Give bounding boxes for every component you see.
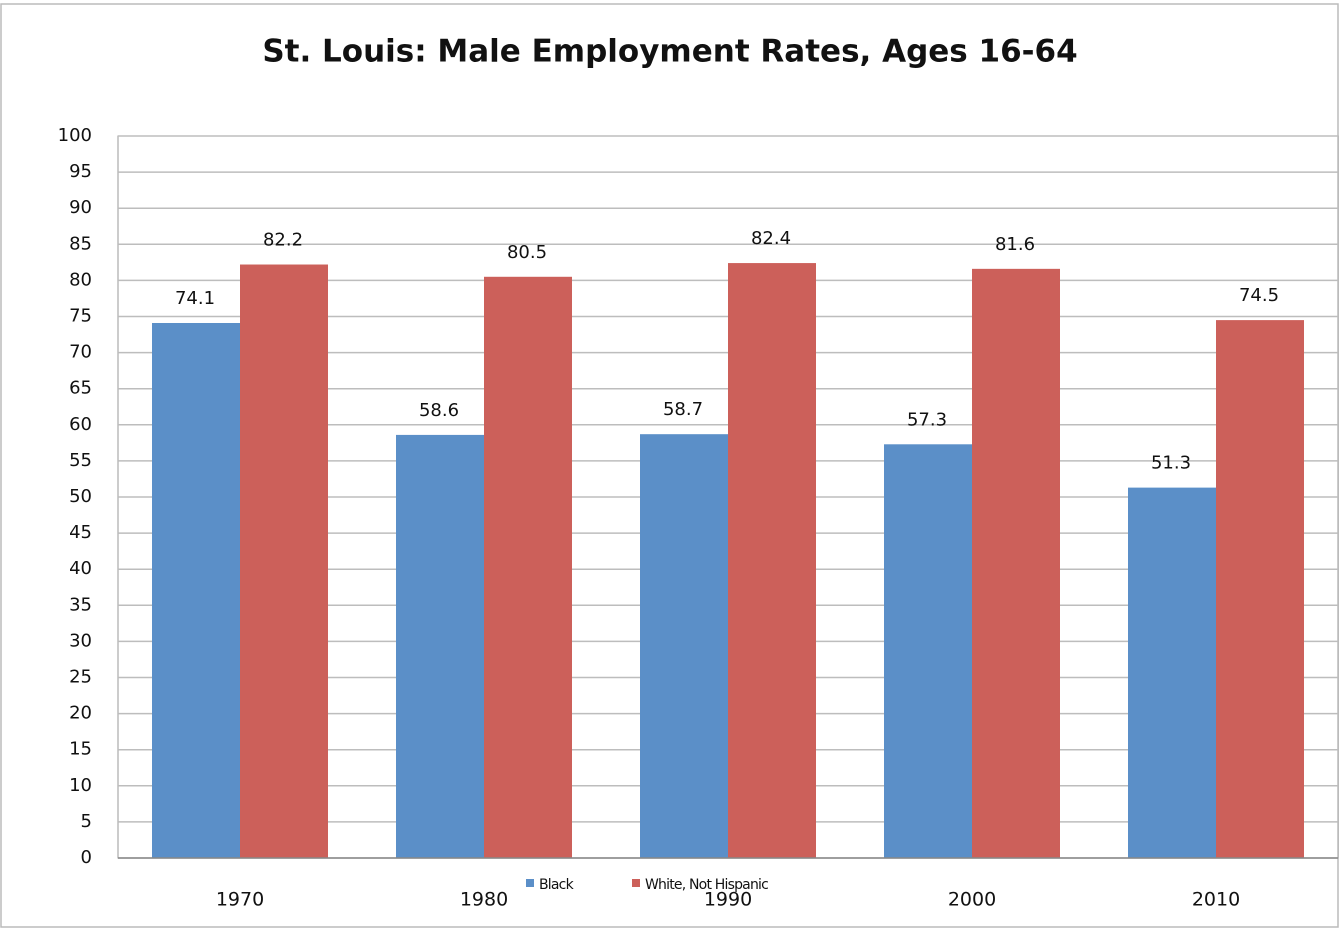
y-tick-label: 35 — [69, 594, 92, 615]
x-tick-label: 2000 — [948, 889, 996, 911]
y-tick-label: 5 — [81, 811, 92, 832]
y-tick-label: 80 — [69, 269, 92, 290]
y-tick-label: 100 — [58, 125, 92, 146]
data-label: 57.3 — [907, 409, 947, 430]
y-tick-label: 45 — [69, 522, 92, 543]
data-label: 58.7 — [663, 399, 703, 420]
y-tick-label: 60 — [69, 414, 92, 435]
y-tick-label: 70 — [69, 342, 92, 363]
bar — [484, 276, 572, 858]
data-label: 80.5 — [507, 242, 547, 263]
data-label: 58.6 — [419, 400, 459, 421]
y-tick-label: 20 — [69, 703, 92, 724]
bar — [240, 264, 328, 858]
bar — [640, 434, 728, 858]
y-tick-label: 0 — [81, 847, 92, 868]
chart-title: St. Louis: Male Employment Rates, Ages 1… — [262, 34, 1077, 70]
legend-label: White, Not Hispanic — [645, 877, 768, 893]
data-label: 51.3 — [1151, 453, 1191, 474]
bar — [396, 434, 484, 858]
bar — [884, 444, 972, 858]
data-label: 74.1 — [175, 288, 215, 309]
y-tick-label: 95 — [69, 161, 92, 182]
legend-swatch — [526, 879, 534, 887]
y-tick-label: 65 — [69, 378, 92, 399]
y-tick-label: 50 — [69, 486, 92, 507]
legend-label: Black — [539, 877, 575, 893]
bar — [152, 322, 240, 858]
y-tick-label: 75 — [69, 306, 92, 327]
x-tick-label: 1980 — [460, 889, 508, 911]
data-label: 82.2 — [263, 230, 303, 251]
bar — [1128, 487, 1216, 858]
bar — [972, 268, 1060, 858]
legend-swatch — [632, 879, 640, 887]
data-label: 74.5 — [1239, 285, 1279, 306]
y-tick-label: 10 — [69, 775, 92, 796]
data-label: 82.4 — [751, 228, 791, 249]
y-tick-label: 25 — [69, 667, 92, 688]
x-tick-label: 1970 — [216, 889, 264, 911]
y-tick-label: 30 — [69, 630, 92, 651]
x-tick-label: 1990 — [704, 889, 752, 911]
y-tick-label: 15 — [69, 739, 92, 760]
y-tick-label: 55 — [69, 450, 92, 471]
data-label: 81.6 — [995, 234, 1035, 255]
y-tick-label: 90 — [69, 197, 92, 218]
x-tick-label: 2010 — [1192, 889, 1240, 911]
bar — [1216, 320, 1304, 858]
y-tick-label: 40 — [69, 558, 92, 579]
bar — [728, 263, 816, 858]
y-tick-label: 85 — [69, 233, 92, 254]
